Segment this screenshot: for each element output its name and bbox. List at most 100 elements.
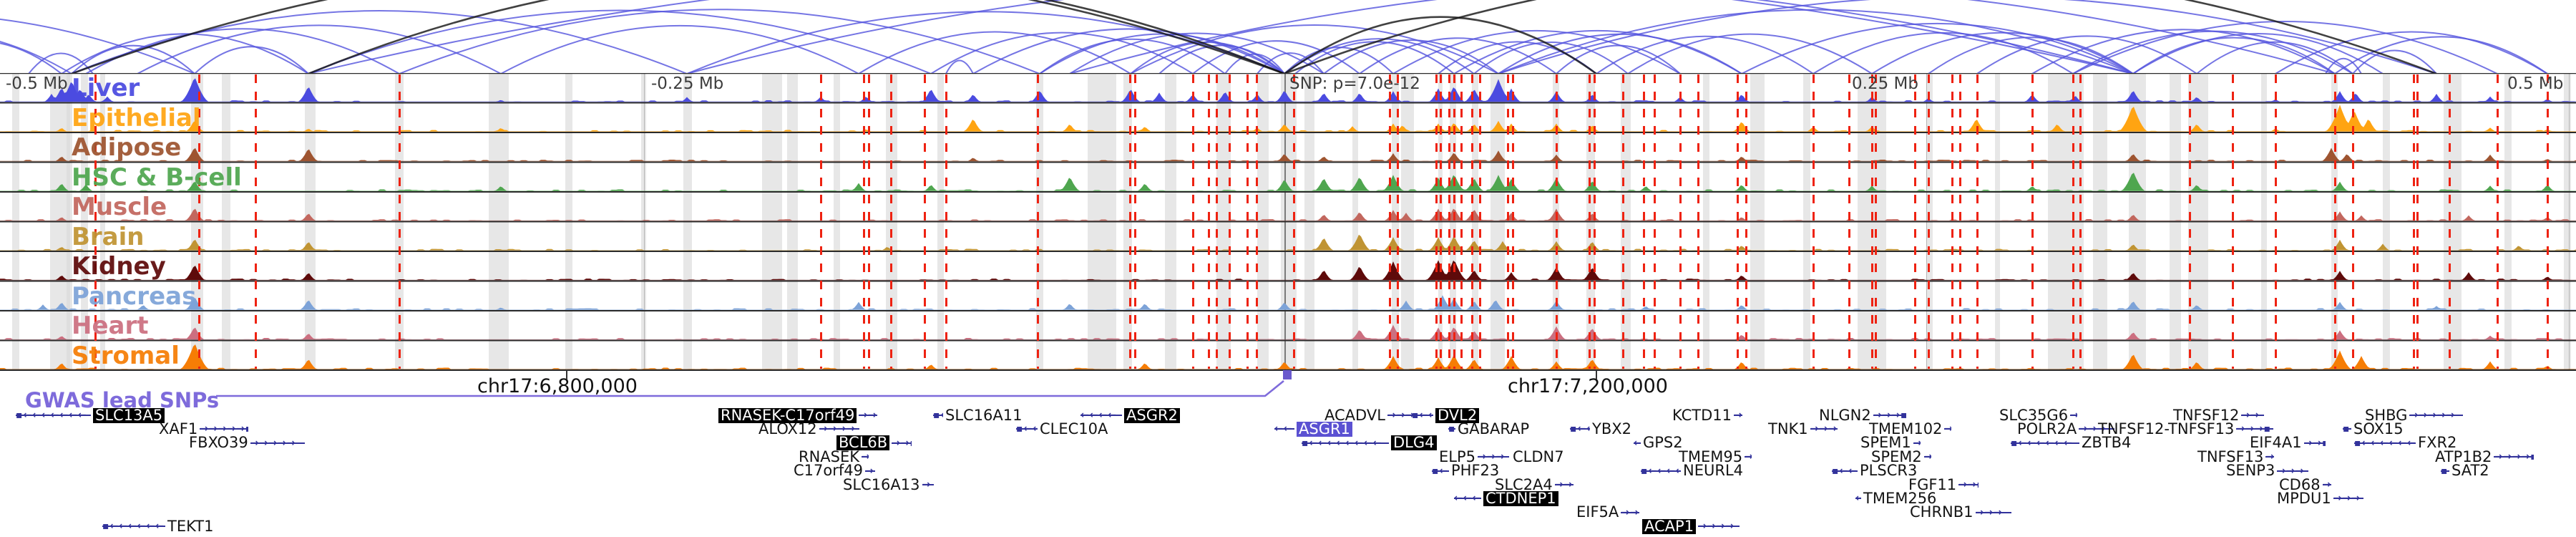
- gene-acadvl[interactable]: ACADVL→→→▪: [1324, 407, 1418, 422]
- gene-strand-arrows-plus: →▪: [1745, 452, 1752, 463]
- track-label-kidney: Kidney: [72, 252, 166, 281]
- gene-phf23[interactable]: ▪←←PHF23: [1432, 462, 1500, 480]
- gene-ctdnep1[interactable]: ←←← CTDNEP1: [1454, 490, 1558, 506]
- gene-sat2[interactable]: ▪←SAT2: [2441, 463, 2489, 478]
- gene-fxr2[interactable]: ▪←←←←←← FXR2: [2354, 434, 2457, 452]
- gene-label: SPEM2: [1871, 448, 1922, 465]
- gene-asgr1[interactable]: ←← ASGR1: [1274, 421, 1352, 437]
- gene-label: ELP5: [1439, 448, 1475, 465]
- gene-tmem95[interactable]: TMEM95→▪: [1679, 449, 1752, 464]
- gene-strand-arrows-plus: →: [864, 465, 875, 476]
- gene-label: SOX15: [2353, 420, 2404, 437]
- gene-polr2a[interactable]: POLR2A →→→: [2017, 421, 2115, 436]
- gene-c17orf49[interactable]: C17orf49 →: [794, 463, 875, 478]
- snp-position-line: [1813, 74, 1815, 369]
- snp-position-line: [863, 74, 865, 369]
- snp-position-line: [1471, 74, 1473, 369]
- gene-tnfsf13[interactable]: TNFSF13→▪: [2197, 449, 2275, 464]
- gene-fbxo39[interactable]: FBXO39 →→→→→: [189, 435, 305, 450]
- gene-cldn7[interactable]: CLDN7: [1513, 449, 1564, 464]
- interaction-arc: [308, 0, 1285, 74]
- interaction-arc: [1130, 42, 1285, 74]
- signal-track-pancreas: [0, 295, 2576, 310]
- gene-zbtb4[interactable]: ▪←←←←←← ZBTB4: [2011, 435, 2131, 450]
- gene-label: SPEM1: [1860, 434, 1911, 452]
- gene-cd68[interactable]: CD68→▪: [2279, 477, 2331, 492]
- gene-label: SLC16A13: [843, 475, 920, 493]
- gene-spem2[interactable]: SPEM2→▪: [1871, 448, 1931, 465]
- gene-slc13a5[interactable]: ▪←←←←←←← SLC13A5: [16, 407, 165, 423]
- gene-asgr2[interactable]: ←←←← ASGR2: [1080, 407, 1180, 423]
- gene-acap1[interactable]: ACAP1 →→→→: [1642, 518, 1740, 534]
- ruler-label: SNP: p=7.0e-12: [1289, 74, 1420, 93]
- snp-position-line: [399, 74, 401, 369]
- gene-slc16a13[interactable]: SLC16A13 →: [843, 475, 934, 493]
- gene-label: XAF1: [159, 420, 198, 437]
- coordinate-tick-right: [1596, 369, 1597, 379]
- gene-tnfsf12-tnfsf13[interactable]: TNFSF12-TNFSF13 →→→▪: [2098, 421, 2274, 436]
- gene-bcl6b[interactable]: BCL6B→→▪: [836, 435, 912, 451]
- gene-alox12[interactable]: ALOX12 →→→→: [758, 421, 859, 436]
- snp-position-line: [1512, 74, 1514, 369]
- gene-label: EIF5A: [1576, 503, 1619, 521]
- snp-position-line: [1293, 74, 1295, 369]
- gene-tmem102[interactable]: TMEM102→▪: [1869, 421, 1952, 436]
- gene-mpdu1[interactable]: MPDU1 →→→: [2277, 490, 2363, 505]
- track-label-epithelial: Epithelial: [72, 103, 201, 132]
- snp-position-line: [2079, 74, 2082, 369]
- gene-plscr3[interactable]: ▪←← PLSCR3: [1832, 463, 1917, 478]
- gene-strand-arrows-minus: ▪←←: [1432, 465, 1449, 476]
- gene-label: SLC16A11: [945, 406, 1023, 424]
- gene-chrnb1[interactable]: CHRNB1 →→→: [1910, 505, 2011, 520]
- gene-fgf11[interactable]: FGF11→→▪: [1908, 477, 1979, 492]
- gene-rnasek[interactable]: RNASEK →: [799, 449, 869, 464]
- gene-eif4a1[interactable]: EIF4A1→→▪: [2250, 435, 2326, 450]
- gene-xaf1[interactable]: XAF1 →→→→→▪: [159, 420, 249, 437]
- gene-gps2[interactable]: ← GPS2: [1634, 435, 1683, 450]
- interaction-arc: [1741, 22, 2134, 74]
- gene-dvl2[interactable]: ▪←←DVL2: [1412, 407, 1480, 423]
- snp-position-line: [2352, 74, 2354, 369]
- gene-label: TEKT1: [167, 517, 214, 535]
- gene-neurl4[interactable]: ▪←←←← NEURL4: [1641, 463, 1743, 478]
- gene-tnfsf12[interactable]: TNFSF12 →→: [2173, 407, 2265, 422]
- gene-strand-arrows-plus: →▪: [1734, 410, 1743, 420]
- gene-strand-arrows-minus: ←←←: [1454, 493, 1481, 504]
- gene-dlg4[interactable]: ▪←←←←←←←← DLG4: [1302, 435, 1437, 451]
- gene-spem1[interactable]: SPEM1→▪: [1860, 434, 1921, 452]
- gene-slc35g6[interactable]: SLC35G6→▪: [1999, 407, 2078, 422]
- gene-rnasek-c17orf49[interactable]: RNASEK-C17orf49 →→: [718, 407, 878, 423]
- gene-sox15[interactable]: ▪←SOX15: [2343, 420, 2404, 437]
- gene-tnk1[interactable]: TNK1→→→▪: [1768, 421, 1838, 436]
- interaction-arc: [1627, 33, 1873, 74]
- snp-position-line: [890, 74, 892, 369]
- snp-position-line: [2547, 74, 2549, 369]
- snp-position-line: [198, 74, 200, 369]
- gene-tekt1[interactable]: ▪←←←←←← TEKT1: [102, 517, 214, 535]
- gene-eif5a[interactable]: EIF5A→→▪: [1576, 503, 1640, 521]
- interaction-arc: [500, 24, 859, 74]
- gene-atp1b2[interactable]: ATP1B2 →→→→▪: [2435, 449, 2534, 464]
- gene-label: CLEC10A: [1040, 420, 1108, 437]
- interaction-arc: [1284, 0, 2437, 74]
- gene-ybx2[interactable]: ▪←←YBX2: [1570, 421, 1631, 436]
- gene-clec10a[interactable]: ▪←←CLEC10A: [1016, 420, 1108, 437]
- gene-elp5[interactable]: ELP5 →→→: [1439, 448, 1509, 465]
- gene-strand-arrows-minus: ▪←: [2343, 424, 2351, 435]
- gene-strand-arrows-plus: →→→: [1478, 452, 1509, 463]
- gene-senp3[interactable]: SENP3 →→→: [2226, 463, 2309, 478]
- gene-gabarap[interactable]: ▪←GABARAP: [1448, 421, 1529, 436]
- gene-slc2a4[interactable]: SLC2A4→→▪: [1495, 477, 1574, 492]
- gene-kctd11[interactable]: KCTD11→▪: [1672, 407, 1743, 422]
- gene-label: PHF23: [1451, 462, 1500, 480]
- snp-position-line: [1848, 74, 1850, 369]
- gene-shbg[interactable]: SHBG →→→→→: [2365, 407, 2464, 422]
- gene-slc16a11[interactable]: ▪←SLC16A11: [933, 406, 1023, 424]
- gene-strand-arrows-plus: →▪: [1944, 424, 1952, 435]
- gene-nlgn2[interactable]: NLGN2 →→→▪: [1819, 407, 1906, 422]
- gene-label: FXR2: [2418, 434, 2457, 452]
- gene-strand-arrows-plus: →→→▪: [1387, 410, 1418, 420]
- snp-position-line: [1622, 74, 1624, 369]
- interaction-arc: [0, 41, 72, 74]
- gene-tmem256[interactable]: ← TMEM256: [1855, 490, 1936, 505]
